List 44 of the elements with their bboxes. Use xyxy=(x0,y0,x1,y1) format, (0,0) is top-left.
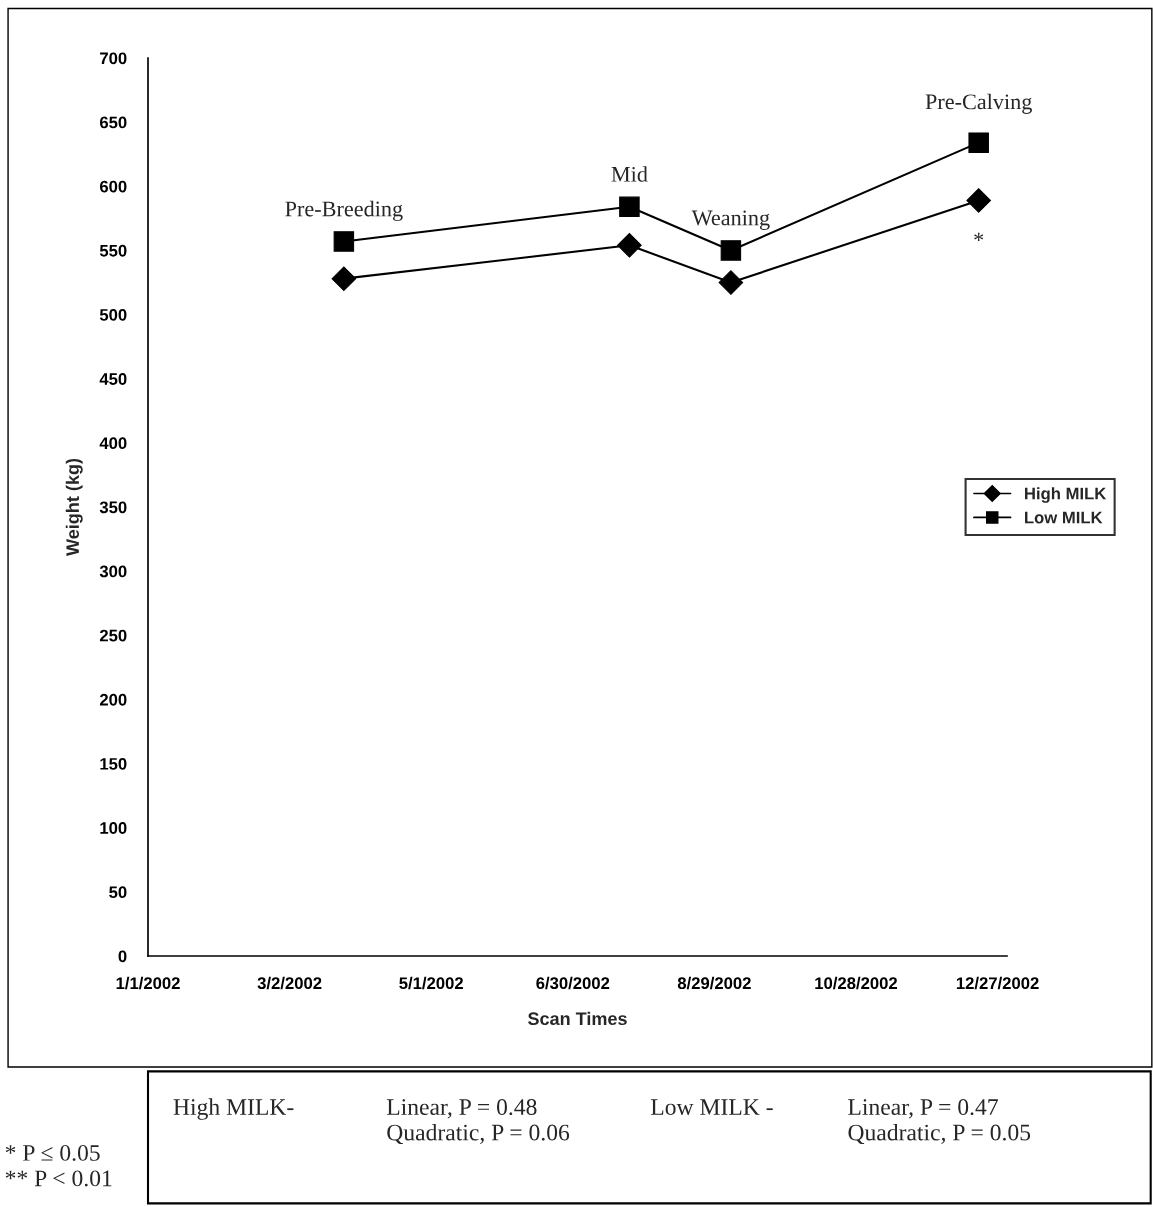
x-tick-label: 6/30/2002 xyxy=(536,976,610,990)
point xyxy=(333,231,355,252)
y-tick-label: 650 xyxy=(99,116,127,129)
y-tick-label: 550 xyxy=(99,244,127,257)
x-tick-label: 12/27/2002 xyxy=(956,976,1039,990)
y-axis-title: Weight (kg) xyxy=(65,458,83,556)
y-tick-label: 0 xyxy=(118,950,127,963)
x-tick-label: 1/1/2002 xyxy=(116,976,180,990)
annotation: * xyxy=(974,232,984,241)
annotation: Pre-Breeding xyxy=(285,200,403,221)
y-tick-label: 150 xyxy=(100,757,127,770)
y-tick-label: 300 xyxy=(99,565,127,578)
y-tick-label: 450 xyxy=(99,373,127,385)
text: * P ≤ 0.05 ** P < 0.01 xyxy=(5,1144,112,1187)
x-tick-label: 10/28/2002 xyxy=(815,976,898,990)
legend-label: Low MILK xyxy=(1025,511,1103,524)
text: Low MILK - xyxy=(650,1099,773,1115)
text: High MILK- xyxy=(173,1098,294,1120)
point xyxy=(619,196,640,218)
y-tick-label: 400 xyxy=(99,437,127,450)
y-tick-label: 50 xyxy=(109,886,127,899)
y-tick-label: 350 xyxy=(99,501,127,514)
x-tick-label: 3/2/2002 xyxy=(257,976,322,990)
x-tick-label: 5/1/2002 xyxy=(399,976,463,990)
y-tick-label: 100 xyxy=(100,822,127,834)
y-tick-label: 200 xyxy=(99,693,127,706)
y-tick-label: 700 xyxy=(100,52,127,65)
annotation: Pre-Calving xyxy=(925,93,1032,114)
point xyxy=(720,240,742,261)
y-tick-label: 500 xyxy=(99,308,127,321)
x-tick-label: 8/29/2002 xyxy=(677,976,751,990)
y-tick-label: 250 xyxy=(99,629,127,642)
text: Linear, P = 0.47 Quadratic, P = 0.05 xyxy=(848,1099,1031,1145)
annotation: Mid xyxy=(611,166,648,182)
text: Linear, P = 0.48 Quadratic, P = 0.06 xyxy=(386,1099,570,1145)
annotation: Weaning xyxy=(691,210,770,230)
y-tick-label: 600 xyxy=(99,180,127,193)
point xyxy=(718,270,744,295)
point xyxy=(968,132,989,153)
legend-label: High MILK xyxy=(1025,487,1107,503)
point xyxy=(966,188,991,213)
point xyxy=(331,266,357,291)
x-axis-title: Scan Times xyxy=(528,1011,627,1026)
point xyxy=(617,232,642,258)
